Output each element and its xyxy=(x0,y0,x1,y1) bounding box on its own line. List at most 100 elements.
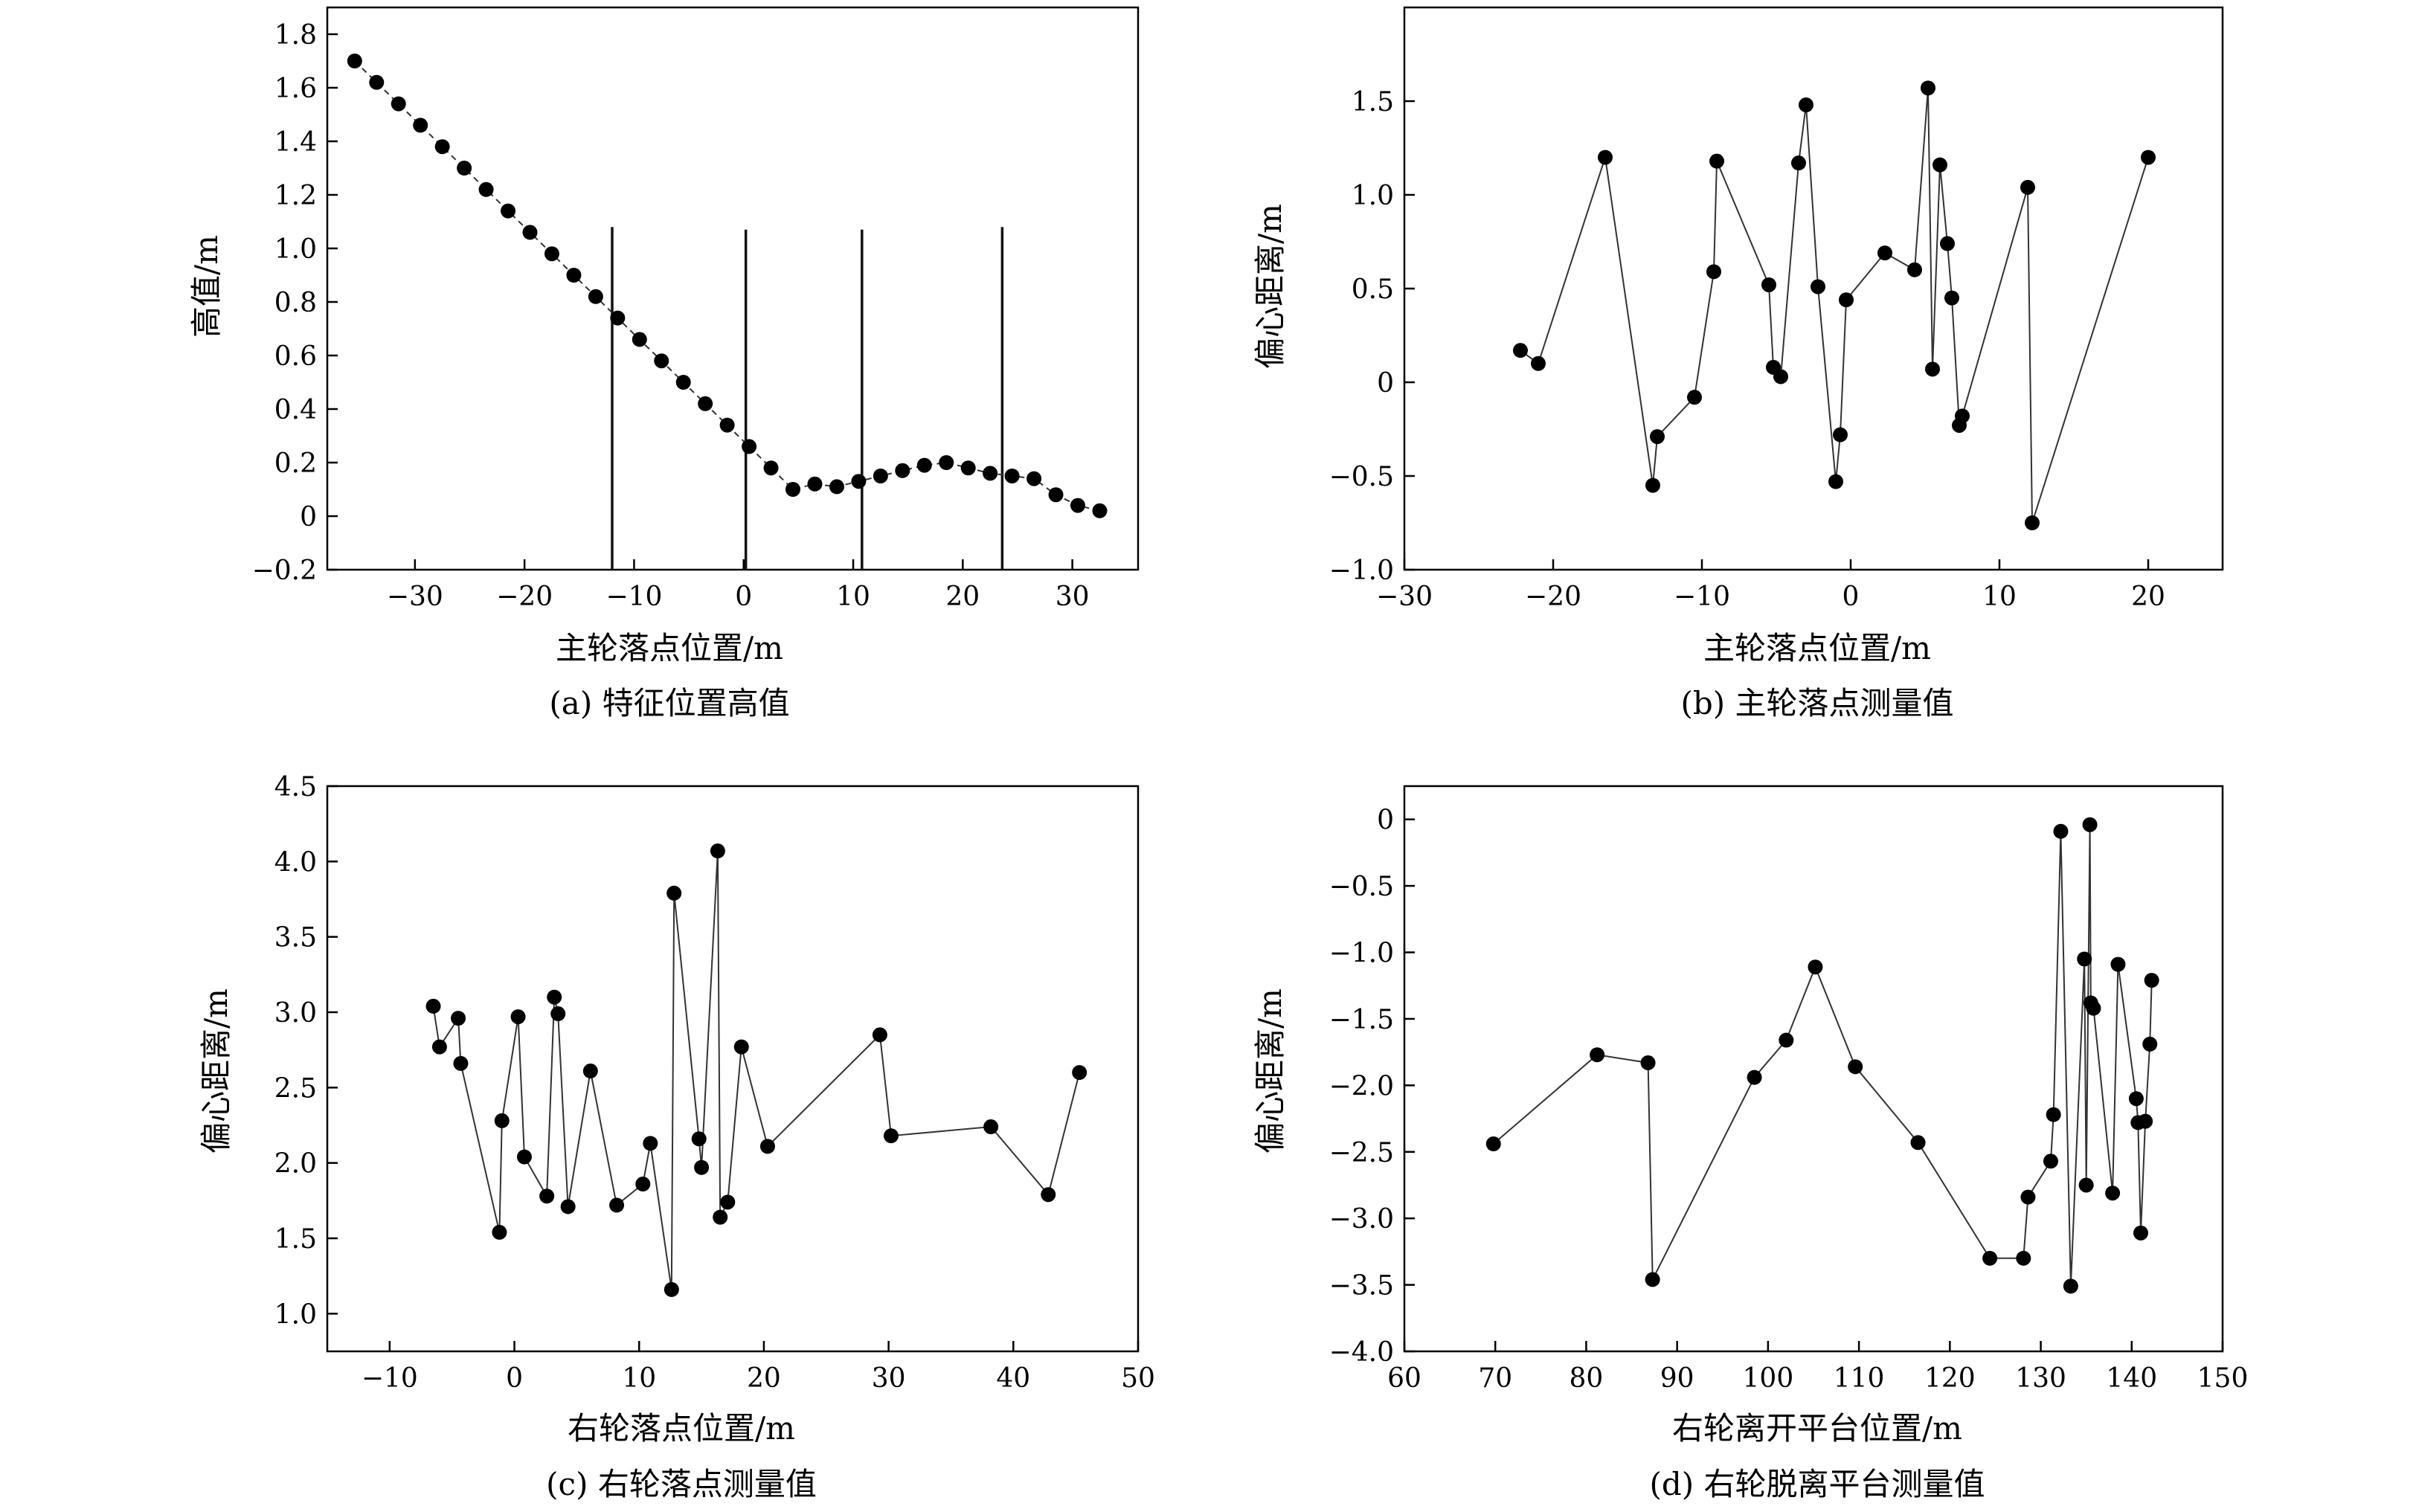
data-point xyxy=(2077,951,2092,967)
data-point xyxy=(431,1039,447,1055)
data-point xyxy=(544,246,559,262)
x-tick-label: 30 xyxy=(872,1363,906,1394)
data-point xyxy=(698,396,713,411)
data-point xyxy=(1910,1135,1926,1151)
data-point xyxy=(347,54,362,68)
data-point xyxy=(983,466,998,481)
panel-d-axes-frame xyxy=(1403,785,2224,1353)
data-point xyxy=(610,310,626,326)
data-point xyxy=(1955,408,1970,424)
x-tick-label: −30 xyxy=(1376,582,1433,612)
data-point xyxy=(2086,1000,2101,1016)
data-point xyxy=(522,225,538,240)
data-point xyxy=(1877,245,1892,261)
data-point xyxy=(733,1039,749,1055)
x-tick-label: 80 xyxy=(1570,1363,1604,1394)
data-point xyxy=(675,375,691,390)
panel-a-caption: (a) 特征位置高值 xyxy=(549,685,789,721)
panel-c-axes-frame xyxy=(326,785,1140,1353)
data-point xyxy=(1779,1032,1794,1048)
data-point xyxy=(391,96,406,112)
data-point xyxy=(983,1119,999,1135)
x-tick-label: 0 xyxy=(506,1363,523,1394)
data-point xyxy=(873,469,888,483)
data-point xyxy=(829,479,844,495)
data-point xyxy=(1027,471,1042,486)
data-point xyxy=(516,1149,532,1165)
y-tick-label: 0 xyxy=(300,502,317,533)
data-point xyxy=(654,353,669,369)
panel-d-caption: (d) 右轮脱离平台测量值 xyxy=(1649,1466,1985,1502)
data-point xyxy=(691,1131,707,1147)
data-point xyxy=(1839,292,1854,308)
data-point xyxy=(1072,1065,1087,1081)
x-tick-label: 10 xyxy=(622,1363,656,1394)
y-tick-label: 2.0 xyxy=(274,1149,317,1180)
data-point xyxy=(2105,1186,2121,1201)
data-point xyxy=(1799,97,1813,113)
x-tick-label: 130 xyxy=(2015,1363,2066,1394)
data-point xyxy=(2046,1107,2061,1122)
data-point xyxy=(494,1113,510,1128)
data-point xyxy=(2016,1250,2031,1266)
data-point xyxy=(851,474,867,489)
data-point xyxy=(1598,149,1613,165)
data-point xyxy=(1833,427,1848,443)
data-point xyxy=(1092,503,1108,518)
y-tick-label: 4.5 xyxy=(274,772,317,802)
y-tick-label: 1.5 xyxy=(274,1224,317,1255)
panel-b-ylabel: 偏心距离/m xyxy=(1252,204,1288,369)
data-point xyxy=(1907,262,1922,277)
data-point xyxy=(2020,179,2035,195)
x-tick-label: 20 xyxy=(2131,582,2165,612)
panel-a: −30 −20 −10 0 10 20 30 −0.2 0 0.2 0.4 0.6 0.8 1.0 1.2 1… xyxy=(188,6,1140,721)
data-point xyxy=(713,1209,728,1225)
series-line xyxy=(432,851,1081,1290)
data-point xyxy=(1933,157,1947,173)
x-tick-label: 20 xyxy=(747,1363,781,1394)
x-tick-label: −20 xyxy=(1525,582,1581,612)
x-tick-label: 90 xyxy=(1660,1363,1694,1394)
data-point xyxy=(939,455,954,470)
panel-b: −30 −20 −10 0 10 20 −1.0 −0.5 0 0.5 1.0 1.5 主轮落点位置/… xyxy=(1252,6,2224,721)
data-point xyxy=(960,460,976,476)
data-point xyxy=(1590,1047,1605,1063)
x-tick-label: 60 xyxy=(1387,1363,1421,1394)
data-point xyxy=(1640,1055,1656,1070)
panel-d-plot: 60 70 80 90 100 110 120 130 140 150 −4.0 −3.5 −3.0 −2… xyxy=(1329,785,2248,1394)
x-tick-label: 40 xyxy=(996,1363,1030,1394)
data-point xyxy=(492,1224,507,1240)
data-point xyxy=(1687,390,1702,405)
data-point xyxy=(478,181,494,197)
x-tick-label: 70 xyxy=(1478,1363,1512,1394)
x-tick-label: 10 xyxy=(1982,582,2017,612)
data-point xyxy=(643,1136,658,1151)
data-point xyxy=(916,457,932,473)
data-point xyxy=(2020,1189,2036,1205)
y-tick-label: 1.2 xyxy=(274,181,317,211)
panel-c-caption: (c) 右轮落点测量值 xyxy=(546,1466,817,1502)
data-point xyxy=(632,332,647,347)
panel-c: −10 0 10 20 30 40 50 1.0 1.5 2.0 2.5 3.0 3.5 4.0 4.5 右… xyxy=(198,772,1155,1502)
data-point xyxy=(872,1027,887,1043)
data-point xyxy=(2133,1225,2148,1241)
y-tick-label: 0 xyxy=(1377,368,1394,399)
x-tick-label: 0 xyxy=(735,582,752,612)
data-point xyxy=(2078,1177,2094,1193)
data-point xyxy=(883,1128,899,1144)
y-tick-label: 0.6 xyxy=(274,341,317,372)
y-tick-label: −1.0 xyxy=(1329,939,1394,969)
data-point xyxy=(1645,477,1660,493)
panel-a-xlabel: 主轮落点位置/m xyxy=(556,630,783,666)
data-point xyxy=(1811,279,1825,295)
x-tick-label: −30 xyxy=(387,582,443,612)
data-point xyxy=(1485,1136,1501,1152)
data-point xyxy=(1761,277,1776,292)
data-point xyxy=(2043,1154,2058,1169)
data-point xyxy=(1531,356,1546,371)
x-tick-label: 140 xyxy=(2106,1363,2157,1394)
y-tick-label: 0.5 xyxy=(1352,274,1394,305)
data-point xyxy=(1944,290,1959,306)
data-point xyxy=(1709,153,1724,169)
